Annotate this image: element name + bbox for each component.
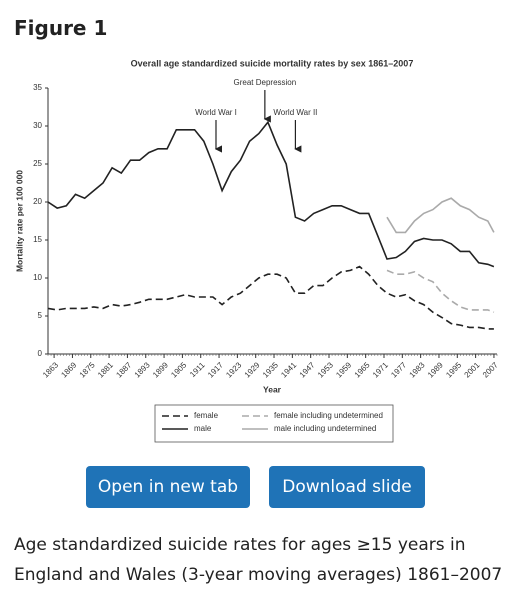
y-axis-label: Mortality rate per 100 000 (14, 170, 24, 272)
x-tick-label: 1947 (298, 360, 317, 379)
x-tick-label: 1965 (353, 360, 372, 379)
legend-label: male including undetermined (274, 424, 376, 433)
x-tick-label: 2007 (481, 360, 500, 379)
x-tick-label: 1875 (78, 360, 97, 379)
chart-title: Overall age standardized suicide mortali… (131, 58, 414, 68)
x-tick-label: 1887 (114, 360, 133, 379)
y-tick-label: 10 (33, 273, 42, 282)
series-line (386, 269, 495, 313)
x-tick-label: 1989 (426, 360, 445, 379)
x-tick-label: 1941 (279, 360, 298, 379)
x-tick-label: 1995 (444, 360, 463, 379)
annotation-label: Great Depression (234, 78, 297, 87)
figure-title: Figure 1 (14, 16, 108, 40)
x-tick-label: 1893 (133, 360, 152, 379)
series-line (47, 265, 494, 330)
x-tick-label: 1953 (316, 360, 335, 379)
x-tick-label: 1863 (41, 360, 60, 379)
legend-label: female (194, 411, 219, 420)
series-line (47, 120, 495, 268)
x-tick-label: 1971 (371, 360, 390, 379)
y-tick-label: 30 (33, 121, 42, 130)
y-tick-label: 5 (38, 311, 43, 320)
x-tick-label: 1869 (59, 360, 78, 379)
legend-label: male (194, 424, 212, 433)
y-tick-label: 0 (38, 349, 43, 358)
x-axis-label: Year (263, 384, 282, 394)
x-tick-label: 1881 (96, 360, 115, 379)
x-tick-label: 1977 (389, 360, 408, 379)
legend-label: female including undetermined (274, 411, 383, 420)
chart: Overall age standardized suicide mortali… (14, 58, 500, 443)
x-tick-label: 1899 (151, 360, 170, 379)
y-tick-label: 25 (33, 159, 42, 168)
x-tick-label: 1905 (169, 360, 188, 379)
caption: Age standardized suicide rates for ages … (14, 535, 503, 585)
x-tick-label: 1983 (408, 360, 427, 379)
y-tick-label: 15 (33, 235, 42, 244)
annotation-label: World War II (273, 108, 317, 117)
annotation-label: World War I (195, 108, 237, 117)
x-tick-label: 1923 (224, 360, 243, 379)
x-tick-label: 1935 (261, 360, 280, 379)
download-button[interactable]: Download slide (269, 466, 425, 508)
open-button[interactable]: Open in new tab (86, 466, 250, 508)
x-tick-label: 1917 (206, 360, 225, 379)
y-tick-label: 35 (33, 83, 42, 92)
legend-box (154, 404, 394, 443)
x-tick-label: 1911 (188, 360, 207, 379)
series-line (386, 197, 495, 234)
x-tick-label: 1959 (334, 360, 353, 379)
x-tick-label: 2001 (463, 360, 482, 379)
y-tick-label: 20 (33, 197, 42, 206)
x-tick-label: 1929 (243, 360, 262, 379)
